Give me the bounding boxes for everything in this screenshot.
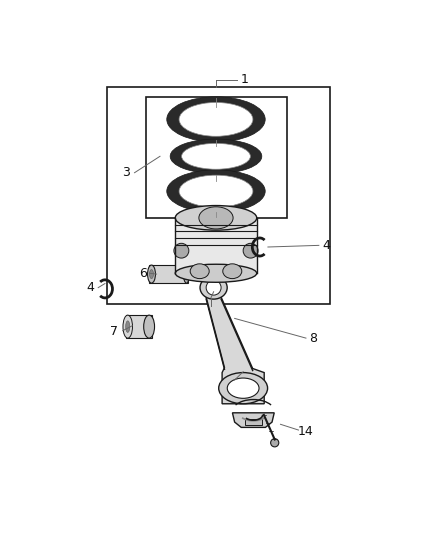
Polygon shape	[175, 218, 257, 273]
Ellipse shape	[170, 139, 262, 174]
Ellipse shape	[271, 439, 279, 447]
Ellipse shape	[219, 373, 268, 404]
Ellipse shape	[148, 265, 155, 283]
Ellipse shape	[200, 276, 227, 299]
Bar	[146, 97, 287, 218]
Ellipse shape	[227, 378, 259, 398]
Ellipse shape	[179, 175, 253, 207]
Ellipse shape	[144, 315, 155, 338]
Text: 6: 6	[139, 267, 147, 280]
Ellipse shape	[179, 102, 253, 136]
Text: 8: 8	[309, 333, 317, 345]
Ellipse shape	[223, 264, 242, 279]
Ellipse shape	[243, 243, 258, 258]
Text: 3: 3	[122, 166, 130, 179]
Ellipse shape	[126, 321, 130, 333]
Ellipse shape	[174, 243, 189, 258]
Ellipse shape	[206, 280, 221, 295]
Ellipse shape	[149, 270, 153, 279]
Text: 4: 4	[322, 239, 330, 252]
Ellipse shape	[175, 264, 257, 282]
Bar	[107, 86, 330, 304]
Text: 5: 5	[207, 301, 215, 313]
Text: 9: 9	[246, 366, 254, 379]
Polygon shape	[126, 315, 152, 338]
Polygon shape	[244, 419, 262, 425]
Ellipse shape	[182, 143, 251, 169]
Text: 1: 1	[241, 73, 249, 86]
Ellipse shape	[167, 97, 265, 142]
Ellipse shape	[123, 315, 132, 338]
Polygon shape	[149, 265, 188, 283]
Polygon shape	[206, 278, 264, 404]
Ellipse shape	[167, 170, 265, 213]
Ellipse shape	[175, 206, 257, 230]
Polygon shape	[233, 413, 274, 427]
Ellipse shape	[190, 264, 209, 279]
Ellipse shape	[184, 265, 189, 283]
Text: 4: 4	[86, 281, 94, 294]
Text: 14: 14	[298, 425, 314, 438]
Ellipse shape	[199, 207, 233, 229]
Text: 7: 7	[110, 325, 118, 338]
